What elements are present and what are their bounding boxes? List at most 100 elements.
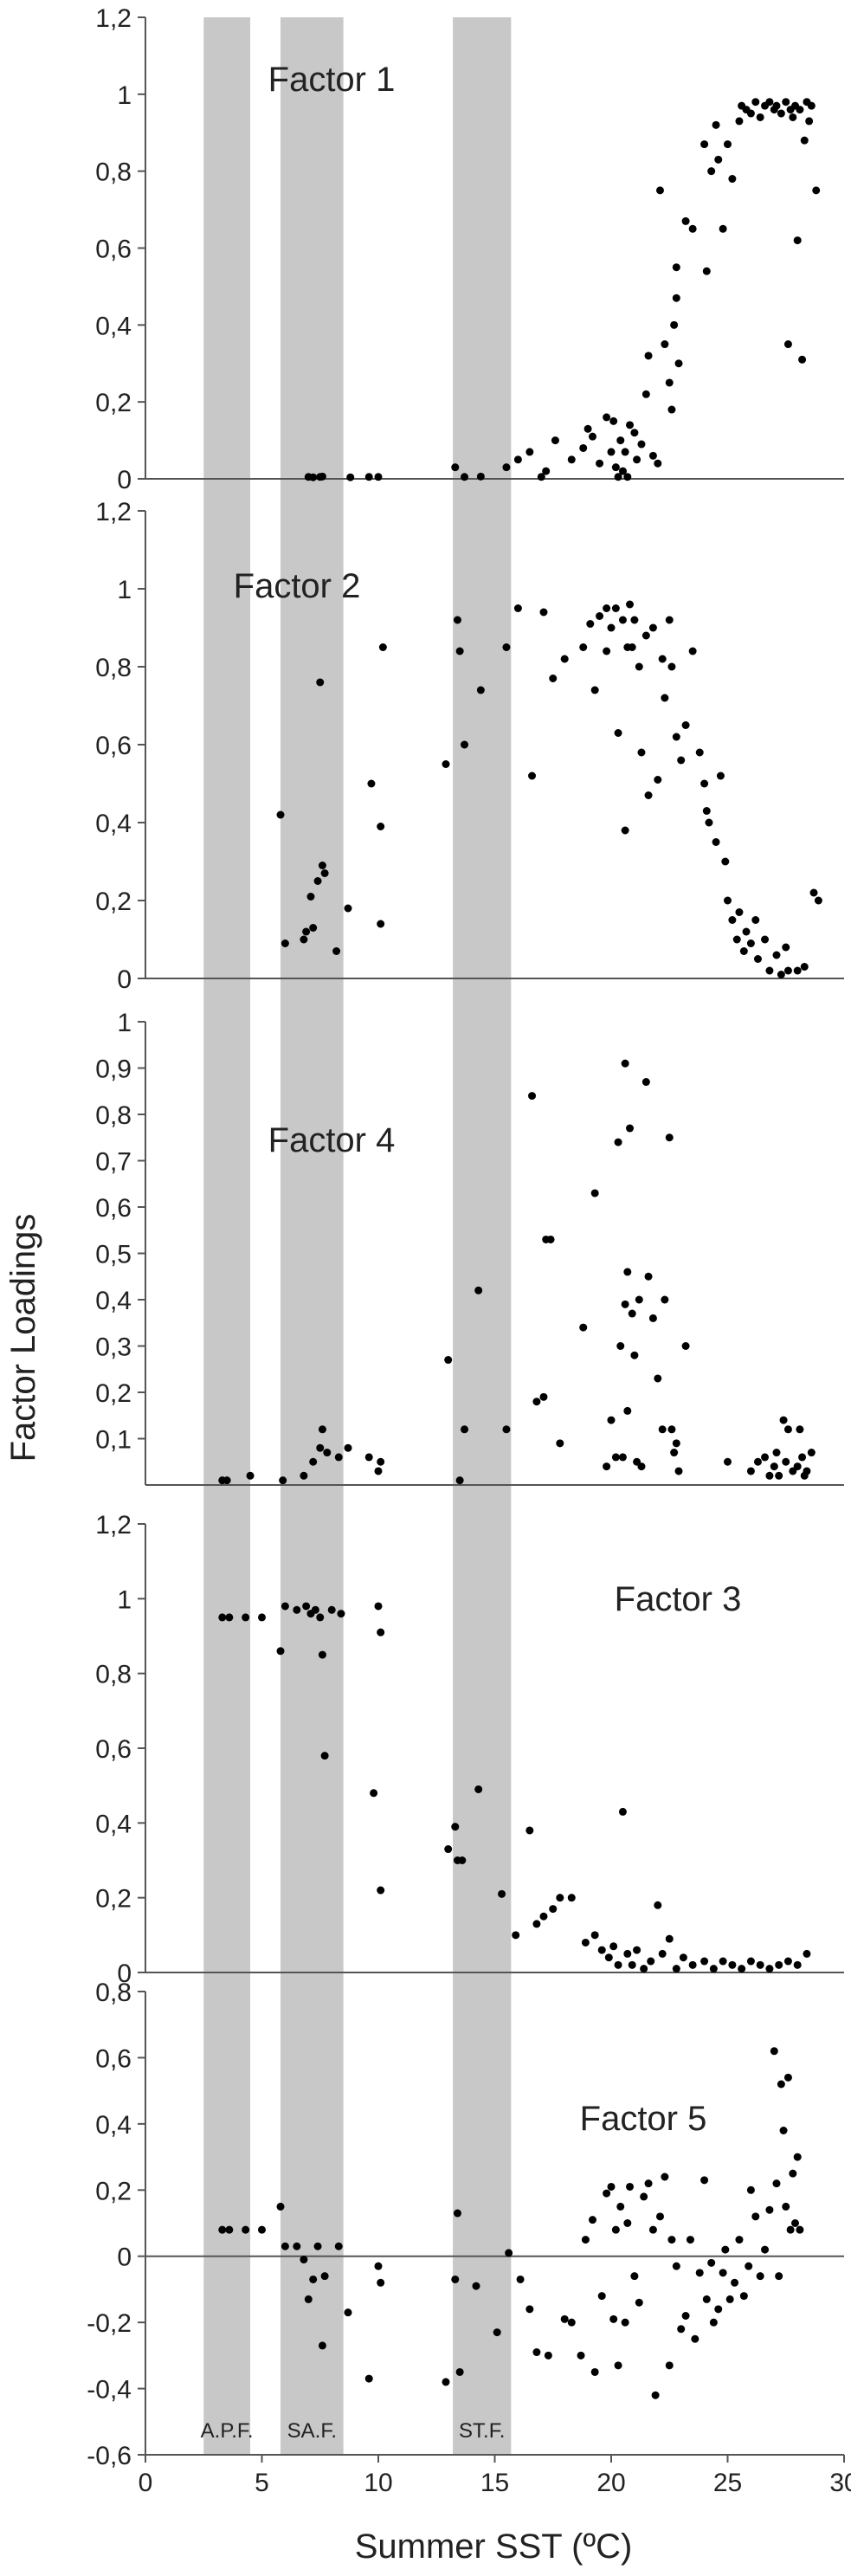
data-point <box>783 966 792 975</box>
data-point <box>644 1272 653 1281</box>
data-point <box>544 2351 552 2360</box>
data-point <box>442 760 450 768</box>
data-point <box>648 2225 657 2234</box>
data-point <box>344 904 352 913</box>
data-point <box>670 1449 679 1457</box>
data-point <box>793 966 802 975</box>
panel-title: Factor 3 <box>615 1580 742 1618</box>
data-point <box>655 186 664 195</box>
data-point <box>258 2225 266 2234</box>
data-point <box>681 721 690 729</box>
data-point <box>796 2225 804 2234</box>
front-band <box>203 17 251 2455</box>
data-point <box>793 2153 802 2161</box>
data-point <box>609 1942 618 1951</box>
data-point <box>579 1323 588 1332</box>
data-point <box>567 1894 576 1902</box>
data-point <box>603 647 611 655</box>
data-point <box>246 1471 255 1480</box>
data-point <box>444 1356 453 1365</box>
data-point <box>674 1467 683 1475</box>
data-point <box>637 748 646 757</box>
data-point <box>637 440 646 449</box>
data-point <box>665 1934 674 1943</box>
data-point <box>607 1416 616 1424</box>
data-point <box>793 236 802 245</box>
data-point <box>630 616 639 624</box>
data-point <box>334 1453 343 1462</box>
data-point <box>579 643 588 651</box>
data-point <box>603 1462 611 1471</box>
data-point <box>498 1889 506 1898</box>
data-point <box>614 2361 622 2370</box>
data-point <box>618 1807 627 1816</box>
data-point <box>590 2367 599 2376</box>
data-point <box>753 955 762 963</box>
data-point <box>603 413 611 422</box>
data-point <box>807 101 816 110</box>
data-point <box>242 1613 250 1622</box>
front-label: A.P.F. <box>201 2419 254 2443</box>
data-point <box>318 862 326 869</box>
data-point <box>476 472 485 481</box>
data-point <box>618 616 627 624</box>
data-point <box>761 1453 770 1462</box>
data-point <box>300 935 308 944</box>
data-point <box>707 2258 716 2267</box>
data-point <box>556 1894 564 1902</box>
data-point <box>654 1901 662 1909</box>
data-point <box>655 2212 664 2221</box>
data-point <box>225 2225 234 2234</box>
data-point <box>665 1133 674 1142</box>
y-tick-label: 0,6 <box>95 1735 132 1764</box>
data-point <box>611 2225 620 2234</box>
data-point <box>309 473 318 481</box>
data-point <box>798 1453 807 1462</box>
data-point <box>567 455 576 464</box>
data-point <box>516 2275 525 2283</box>
factor-panel: 0 0,2 0,4 0,6 0,8 1 1,2 Factor 3 <box>95 1511 844 1988</box>
data-point <box>611 463 620 472</box>
data-point <box>581 2236 590 2244</box>
data-point <box>803 1467 811 1475</box>
data-point <box>377 1628 385 1637</box>
data-point <box>661 694 669 702</box>
data-point <box>374 2262 383 2270</box>
panel-title: Factor 5 <box>580 2100 707 2138</box>
x-tick-label: 20 <box>596 2469 625 2497</box>
data-point <box>635 2298 643 2307</box>
y-tick-label: 0,2 <box>95 1885 132 1914</box>
data-point <box>712 838 720 846</box>
data-point <box>346 473 355 481</box>
data-point <box>739 947 748 955</box>
x-axis-title: Summer SST (ºC) <box>355 2528 633 2566</box>
data-point <box>318 472 326 481</box>
data-point <box>442 2378 450 2386</box>
data-point <box>316 678 325 687</box>
data-point <box>777 971 785 978</box>
data-point <box>556 1439 564 1448</box>
data-point <box>502 463 511 472</box>
data-point <box>719 2269 727 2277</box>
data-point <box>688 647 697 655</box>
data-point <box>293 2242 301 2250</box>
y-tick-label: 0,4 <box>95 1287 132 1315</box>
data-point <box>732 935 741 944</box>
data-point <box>705 818 713 827</box>
data-point <box>567 2318 576 2327</box>
data-point <box>783 340 792 349</box>
data-point <box>691 2334 699 2343</box>
data-point <box>588 432 596 441</box>
data-point <box>549 675 558 682</box>
data-point <box>746 1467 755 1475</box>
y-tick-label: -0,2 <box>87 2309 132 2338</box>
data-point <box>300 2256 308 2264</box>
data-point <box>728 1960 737 1969</box>
data-point <box>280 1602 289 1611</box>
data-point <box>258 1613 266 1622</box>
data-point <box>735 908 744 916</box>
data-point <box>641 390 650 398</box>
data-point <box>648 451 657 460</box>
data-point <box>525 2305 534 2314</box>
data-point <box>635 662 643 671</box>
